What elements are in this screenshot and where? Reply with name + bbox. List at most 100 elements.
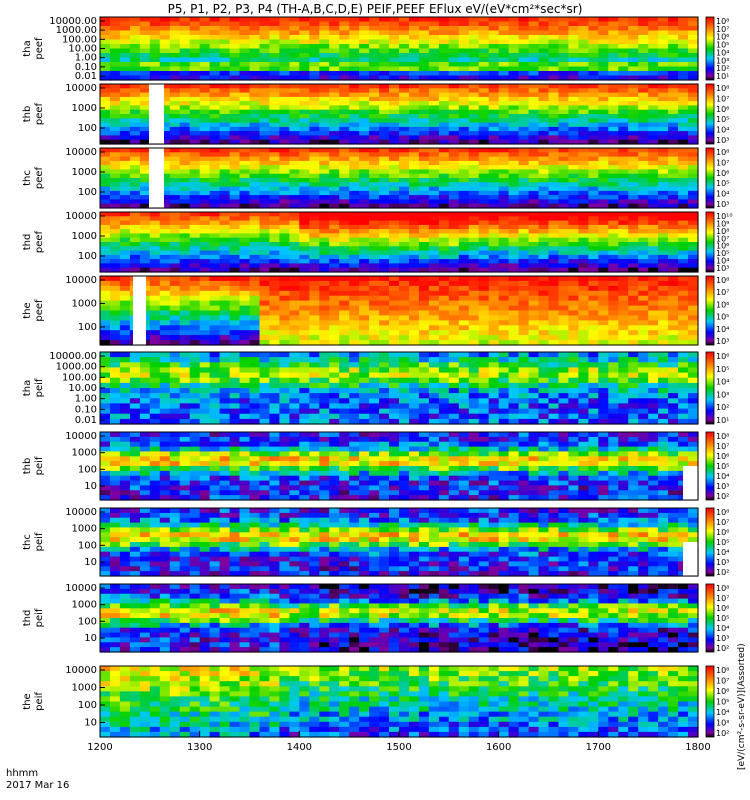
spectrogram-cell [379, 393, 390, 399]
spectrogram-cell [289, 233, 300, 239]
spectrogram-cell [538, 300, 550, 307]
spectrogram-cell [319, 254, 330, 260]
spectrogram-cell [618, 57, 629, 63]
spectrogram-cell [528, 276, 540, 282]
spectrogram-cell [100, 109, 111, 115]
spectrogram-cell [139, 186, 151, 192]
spectrogram-cell [179, 39, 191, 45]
spectrogram-cell [169, 48, 181, 54]
spectrogram-cell [110, 17, 121, 23]
spectrogram-cell [369, 340, 380, 346]
spectrogram-cell [229, 330, 241, 336]
spectrogram-cell [110, 418, 121, 425]
spectrogram-cell [458, 305, 470, 312]
spectrogram-cell [538, 53, 550, 59]
spectrogram-cell [359, 62, 370, 68]
spectrogram-cell [588, 101, 599, 106]
spectrogram-cell [369, 362, 380, 368]
spectrogram-cell [618, 30, 629, 36]
spectrogram-cell [528, 44, 540, 50]
spectrogram-cell [299, 237, 310, 243]
spectrogram-cell [668, 250, 679, 256]
spectrogram-cell [518, 267, 530, 273]
spectrogram-cell [239, 263, 251, 269]
spectrogram-cell [409, 220, 420, 226]
spectrogram-cell [359, 84, 370, 89]
spectrogram-cell [329, 280, 340, 287]
spectrogram-cell [269, 160, 280, 166]
spectrogram-cell [478, 62, 490, 68]
spectrogram-cell [369, 92, 380, 98]
spectrogram-cell [438, 367, 450, 374]
spectrogram-cell [259, 135, 271, 141]
spectrogram-cell [110, 48, 121, 54]
spectrogram-cell [129, 118, 141, 124]
spectrogram-cell [568, 224, 579, 230]
spectrogram-cell [159, 160, 171, 166]
spectrogram-cell [538, 403, 550, 410]
spectrogram-cell [319, 26, 330, 32]
spectrogram-cell [100, 393, 111, 399]
spectrogram-cell [498, 315, 510, 321]
spectrogram-cell [319, 398, 330, 404]
spectrogram-cell [149, 285, 161, 292]
spectrogram-cell [558, 62, 570, 68]
spectrogram-cell [189, 367, 201, 374]
spectrogram-cell [110, 224, 121, 230]
spectrogram-cell [528, 233, 540, 239]
spectrogram-cell [199, 152, 211, 158]
spectrogram-cell [179, 173, 191, 179]
spectrogram-cell [289, 71, 300, 77]
spectrogram-cell [638, 148, 649, 153]
spectrogram-cell [189, 335, 201, 341]
spectrogram-cell [129, 44, 141, 50]
spectrogram-cell [259, 246, 271, 252]
spectrogram-cell [149, 340, 161, 346]
spectrogram-cell [518, 224, 530, 230]
spectrogram-cell [488, 382, 500, 389]
spectrogram-cell [249, 96, 261, 102]
spectrogram-cell [628, 195, 639, 200]
spectrogram-cell [129, 233, 141, 239]
spectrogram-cell [329, 320, 340, 326]
spectrogram-cell [379, 413, 390, 420]
spectrogram-cell [239, 92, 251, 98]
spectrogram-cell [598, 276, 609, 282]
spectrogram-cell [399, 237, 410, 243]
spectrogram-cell [349, 84, 360, 89]
spectrogram-cell [110, 335, 121, 341]
spectrogram-cell [468, 48, 480, 54]
spectrogram-cell [229, 305, 241, 312]
spectrogram-cell [648, 114, 659, 119]
spectrogram-cell [478, 66, 490, 72]
spectrogram-cell [568, 44, 579, 50]
spectrogram-cell [339, 131, 350, 136]
spectrogram-cell [369, 152, 380, 158]
spectrogram-cell [438, 330, 450, 336]
spectrogram-cell [149, 280, 161, 287]
spectrogram-cell [448, 362, 460, 368]
spectrogram-cell [538, 35, 550, 41]
spectrogram-cell [478, 30, 490, 36]
spectrogram-cell [169, 21, 181, 27]
spectrogram-cell [329, 352, 340, 358]
spectrogram-cell [129, 156, 141, 162]
spectrogram-cell [319, 216, 330, 222]
spectrogram-cell [558, 203, 570, 209]
spectrogram-cell [518, 101, 530, 106]
spectrogram-cell [139, 233, 151, 239]
spectrogram-cell [528, 148, 540, 153]
spectrogram-cell [169, 26, 181, 32]
spectrogram-cell [299, 276, 310, 282]
spectrogram-cell [269, 276, 280, 282]
spectrogram-cell [399, 105, 410, 111]
spectrogram-cell [289, 199, 300, 205]
spectrogram-cell [608, 88, 619, 94]
spectrogram-cell [349, 216, 360, 222]
spectrogram-cell [399, 388, 410, 394]
spectrogram-cell [578, 152, 589, 158]
spectrogram-cell [518, 377, 530, 384]
spectrogram-cell [339, 88, 350, 94]
spectrogram-cell [538, 335, 550, 341]
